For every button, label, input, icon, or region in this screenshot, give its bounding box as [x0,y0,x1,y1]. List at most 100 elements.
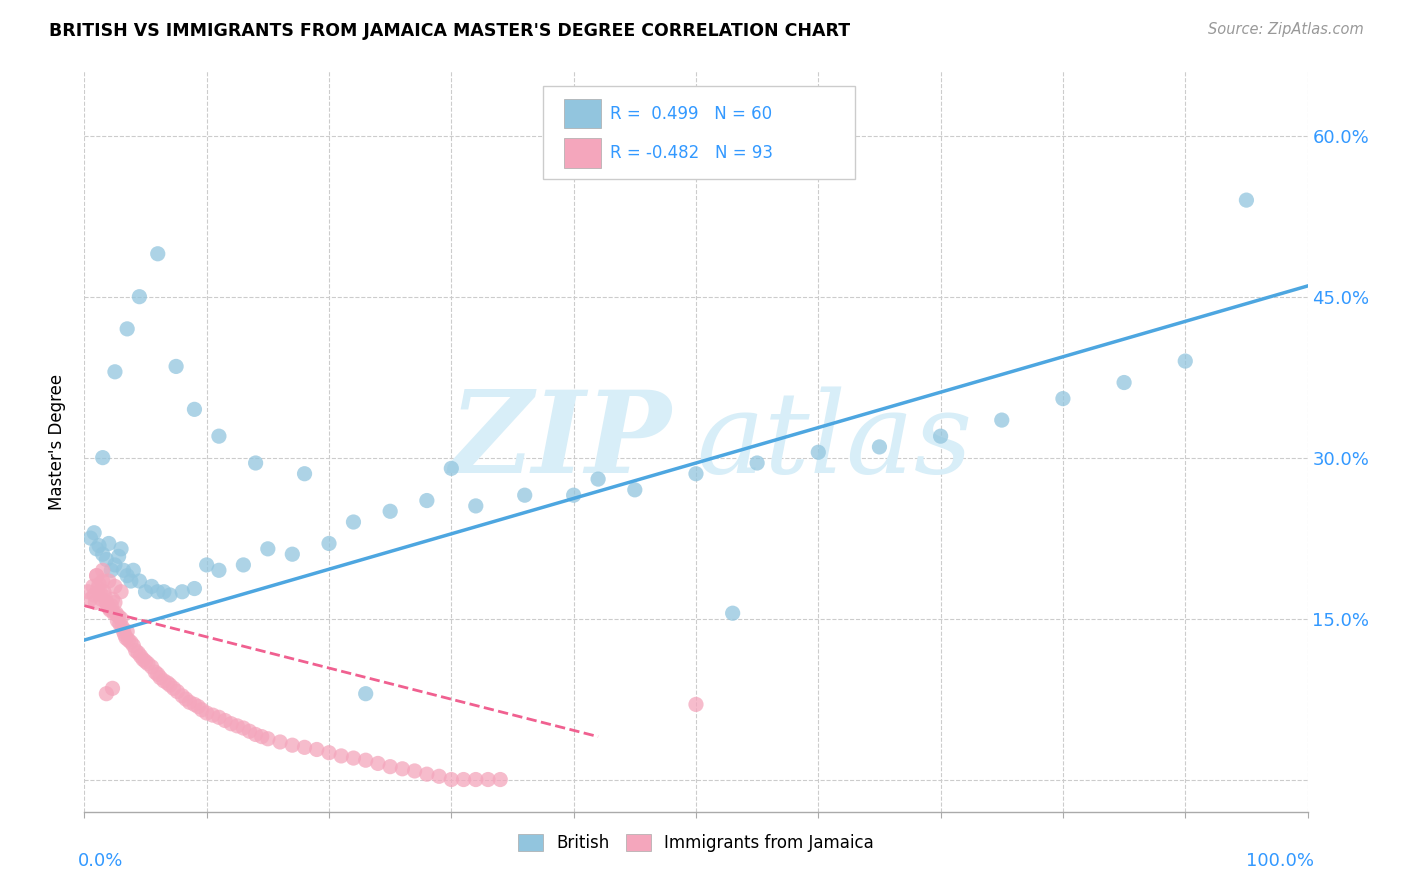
Point [153,673,176,688]
Point [172,584,194,599]
Point [464,499,486,513]
Point [624,483,647,497]
Point [120,635,142,649]
Point [91,547,114,561]
Point [416,493,439,508]
Point [111,620,134,634]
Point [143,665,166,680]
Point [440,772,463,787]
Point [330,748,353,763]
Point [128,574,150,588]
Point [104,595,127,609]
Point [183,402,205,417]
Point [96,687,118,701]
Point [86,541,108,556]
Point [163,681,186,696]
Point [187,699,209,714]
Point [165,359,187,374]
Point [159,588,181,602]
Point [159,678,181,692]
Point [101,592,124,607]
Point [172,689,194,703]
Point [146,246,169,260]
Point [226,719,249,733]
Point [110,584,132,599]
Point [115,322,138,336]
Legend: British, Immigrants from Jamaica: British, Immigrants from Jamaica [512,828,880,859]
Point [101,681,124,696]
Point [146,667,169,681]
Point [87,539,110,553]
Point [110,611,132,625]
Point [354,687,377,701]
Point [93,584,115,599]
Point [464,772,486,787]
Point [94,590,117,604]
Point [97,536,120,550]
Point [391,762,413,776]
Point [105,606,128,620]
Point [91,574,114,588]
FancyBboxPatch shape [543,87,855,178]
Point [513,488,536,502]
Point [201,708,224,723]
Point [135,655,157,669]
Text: BRITISH VS IMMIGRANTS FROM JAMAICA MASTER'S DEGREE CORRELATION CHART: BRITISH VS IMMIGRANTS FROM JAMAICA MASTE… [49,22,851,40]
Point [97,574,120,588]
Point [1236,193,1258,207]
Point [104,579,127,593]
Point [87,582,110,596]
Point [112,624,135,639]
Point [104,365,127,379]
Point [115,631,138,645]
Point [141,579,163,593]
Point [166,684,188,698]
Point [929,429,952,443]
Point [367,756,389,771]
Point [115,624,138,639]
Point [128,290,150,304]
Point [156,676,179,690]
Point [97,599,120,613]
Point [149,671,172,685]
Point [281,738,304,752]
Point [129,649,152,664]
Point [107,609,129,624]
Point [98,603,121,617]
Text: ZIP: ZIP [450,386,672,497]
Point [83,525,105,540]
Point [238,724,260,739]
Point [1114,376,1136,390]
Point [342,751,364,765]
Point [100,599,122,613]
Point [191,703,214,717]
Point [127,646,149,660]
Point [721,606,744,620]
Point [257,731,280,746]
Point [305,742,328,756]
Point [84,595,107,609]
Point [1174,354,1197,368]
Point [132,652,155,666]
Point [117,633,139,648]
Point [380,759,402,773]
Point [179,695,201,709]
Point [96,552,118,566]
Point [232,558,254,572]
Point [219,716,242,731]
Point [489,772,512,787]
Point [562,488,585,502]
Point [107,549,129,564]
Point [208,429,231,443]
Point [685,467,707,481]
Point [105,614,128,628]
Point [245,456,267,470]
Point [104,558,127,572]
Point [342,515,364,529]
Y-axis label: Master's Degree: Master's Degree [48,374,66,509]
Point [869,440,891,454]
Point [440,461,463,475]
Point [183,698,205,712]
Point [380,504,402,518]
Point [141,660,163,674]
